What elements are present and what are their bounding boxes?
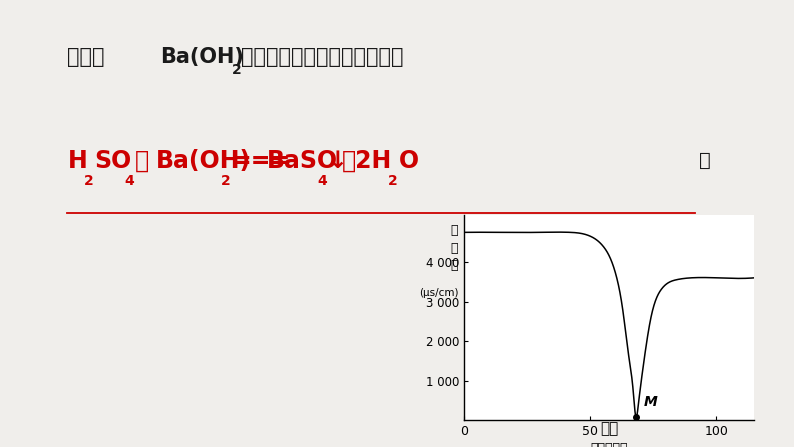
Text: BaSO: BaSO <box>267 149 338 173</box>
Text: 率: 率 <box>450 259 458 273</box>
Text: 导: 导 <box>450 241 458 255</box>
X-axis label: 时间（秒）: 时间（秒） <box>591 442 628 447</box>
Text: SO: SO <box>94 149 132 173</box>
Text: Ba(OH): Ba(OH) <box>160 47 245 67</box>
Text: ↓: ↓ <box>328 149 348 173</box>
Text: (μs/cm): (μs/cm) <box>419 288 459 298</box>
Text: ===: === <box>231 149 291 173</box>
Text: 2: 2 <box>388 174 398 189</box>
Text: M: M <box>643 395 657 409</box>
Text: 。: 。 <box>699 151 711 170</box>
Text: ＋: ＋ <box>135 149 149 173</box>
Text: H: H <box>67 149 87 173</box>
Text: ＋2H: ＋2H <box>342 149 392 173</box>
Text: 4: 4 <box>125 174 134 189</box>
Text: 2: 2 <box>84 174 94 189</box>
Text: 2: 2 <box>232 63 241 77</box>
Text: 甲图: 甲图 <box>601 422 619 437</box>
Text: 2: 2 <box>221 174 230 189</box>
Text: Ba(OH): Ba(OH) <box>156 149 251 173</box>
Text: 请写出: 请写出 <box>67 47 105 67</box>
Text: O: O <box>399 149 418 173</box>
Text: 4: 4 <box>318 174 327 189</box>
Text: 电: 电 <box>450 224 458 237</box>
Text: 与稀硫酸反应的化学方程式：: 与稀硫酸反应的化学方程式： <box>241 47 404 67</box>
